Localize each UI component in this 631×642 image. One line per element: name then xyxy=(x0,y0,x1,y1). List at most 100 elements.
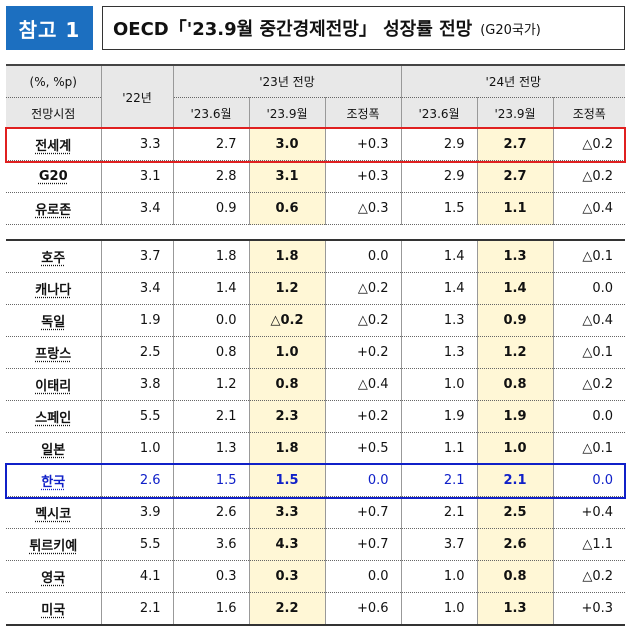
table-row: 일본 1.0 1.3 1.8 +0.5 1.1 1.0 △0.1 xyxy=(6,432,626,465)
row-name: 전세계 xyxy=(6,128,101,161)
value-23-adj: △0.4 xyxy=(324,368,402,401)
col-header-24-jun: '23.6월 xyxy=(400,97,478,129)
value-24-adj: △0.2 xyxy=(552,128,626,161)
value-23-jun: 1.6 xyxy=(172,592,249,626)
value-23-sep: 3.1 xyxy=(248,160,325,193)
value-24-adj: 0.0 xyxy=(552,272,626,305)
value-23-adj: +0.3 xyxy=(324,128,402,161)
row-name: 영국 xyxy=(6,560,101,593)
value-23-sep: 1.8 xyxy=(248,240,325,273)
value-23-sep: 3.3 xyxy=(248,496,325,529)
group-header-24: '24년 전망 xyxy=(400,64,626,98)
table-row: G20 3.1 2.8 3.1 +0.3 2.9 2.7 △0.2 xyxy=(6,160,626,193)
value-23-sep: 1.5 xyxy=(248,464,325,497)
value-24-jun: 1.3 xyxy=(400,336,478,369)
value-24-sep: 0.8 xyxy=(476,368,554,401)
value-24-sep: 1.2 xyxy=(476,336,554,369)
page-title: OECD「'23.9월 중간경제전망」 성장률 전망 xyxy=(113,19,473,40)
table-row: 프랑스 2.5 0.8 1.0 +0.2 1.3 1.2 △0.1 xyxy=(6,336,626,369)
value-24-sep: 2.7 xyxy=(476,128,554,161)
aggregate-rows: 전세계 3.3 2.7 3.0 +0.3 2.9 2.7 △0.2 G20 3.1 2.8 3.1 +0… xyxy=(6,128,626,225)
value-23-sep: 0.3 xyxy=(248,560,325,593)
table-row: 멕시코 3.9 2.6 3.3 +0.7 2.1 2.5 +0.4 xyxy=(6,496,626,529)
value-23-sep: 1.2 xyxy=(248,272,325,305)
row-name: 캐나다 xyxy=(6,272,101,305)
value-22: 4.1 xyxy=(100,560,173,593)
country-rows: 호주 3.7 1.8 1.8 0.0 1.4 1.3 △0.1 캐나다 3.4 1.4 1.2 △0.2… xyxy=(6,240,626,626)
value-24-adj: △0.2 xyxy=(552,560,626,593)
value-23-jun: 2.7 xyxy=(172,128,249,161)
value-24-adj: △0.2 xyxy=(552,160,626,193)
table-row: 영국 4.1 0.3 0.3 0.0 1.0 0.8 △0.2 xyxy=(6,560,626,593)
value-24-sep: 1.3 xyxy=(476,240,554,273)
value-24-adj: +0.3 xyxy=(552,592,626,626)
table-row: 튀르키예 5.5 3.6 4.3 +0.7 3.7 2.6 △1.1 xyxy=(6,528,626,561)
value-24-jun: 2.9 xyxy=(400,128,478,161)
value-23-sep: 1.0 xyxy=(248,336,325,369)
row-name: 멕시코 xyxy=(6,496,101,529)
row-name: 한국 xyxy=(6,464,101,497)
value-24-jun: 1.3 xyxy=(400,304,478,337)
table-row: 유로존 3.4 0.9 0.6 △0.3 1.5 1.1 △0.4 xyxy=(6,192,626,225)
value-23-jun: 1.3 xyxy=(172,432,249,465)
row-name: 스페인 xyxy=(6,400,101,433)
value-23-sep: 2.3 xyxy=(248,400,325,433)
value-23-sep: △0.2 xyxy=(248,304,325,337)
table-row: 스페인 5.5 2.1 2.3 +0.2 1.9 1.9 0.0 xyxy=(6,400,626,433)
value-24-jun: 2.1 xyxy=(400,464,478,497)
value-24-adj: △0.1 xyxy=(552,432,626,465)
value-24-adj: △0.2 xyxy=(552,368,626,401)
col-header-23-adj: 조정폭 xyxy=(324,97,402,129)
value-24-adj: 0.0 xyxy=(552,464,626,497)
table-row: 독일 1.9 0.0 △0.2 △0.2 1.3 0.9 △0.4 xyxy=(6,304,626,337)
value-24-adj: △0.4 xyxy=(552,304,626,337)
value-22: 5.5 xyxy=(100,528,173,561)
value-24-jun: 1.0 xyxy=(400,592,478,626)
row-name: 유로존 xyxy=(6,192,101,225)
value-24-jun: 2.9 xyxy=(400,160,478,193)
value-23-sep: 3.0 xyxy=(248,128,325,161)
table-row: 호주 3.7 1.8 1.8 0.0 1.4 1.3 △0.1 xyxy=(6,240,626,273)
value-24-adj: △1.1 xyxy=(552,528,626,561)
group-header-23: '23년 전망 xyxy=(172,64,402,98)
value-24-sep: 1.9 xyxy=(476,400,554,433)
value-24-jun: 1.4 xyxy=(400,272,478,305)
value-24-sep: 2.1 xyxy=(476,464,554,497)
value-24-sep: 1.1 xyxy=(476,192,554,225)
value-23-adj: +0.7 xyxy=(324,496,402,529)
value-22: 3.7 xyxy=(100,240,173,273)
value-23-jun: 0.8 xyxy=(172,336,249,369)
value-24-jun: 1.4 xyxy=(400,240,478,273)
value-23-adj: +0.7 xyxy=(324,528,402,561)
value-22: 3.3 xyxy=(100,128,173,161)
value-24-sep: 0.9 xyxy=(476,304,554,337)
value-24-sep: 2.7 xyxy=(476,160,554,193)
value-23-sep: 0.6 xyxy=(248,192,325,225)
row-name: 독일 xyxy=(6,304,101,337)
value-23-jun: 1.5 xyxy=(172,464,249,497)
row-name: 튀르키예 xyxy=(6,528,101,561)
row-name: 호주 xyxy=(6,240,101,273)
time-label: 전망시점 xyxy=(6,97,101,129)
header: 참고 1 OECD「'23.9월 중간경제전망」 성장률 전망 (G20국가) xyxy=(6,6,625,50)
value-24-jun: 1.5 xyxy=(400,192,478,225)
value-22: 2.6 xyxy=(100,464,173,497)
table-row: 이태리 3.8 1.2 0.8 △0.4 1.0 0.8 △0.2 xyxy=(6,368,626,401)
value-24-sep: 1.3 xyxy=(476,592,554,626)
value-24-sep: 1.0 xyxy=(476,432,554,465)
value-23-adj: △0.3 xyxy=(324,192,402,225)
value-24-jun: 1.0 xyxy=(400,560,478,593)
col-header-23-jun: '23.6월 xyxy=(172,97,249,129)
value-22: 2.1 xyxy=(100,592,173,626)
value-22: 3.4 xyxy=(100,272,173,305)
value-22: 3.8 xyxy=(100,368,173,401)
value-23-jun: 0.9 xyxy=(172,192,249,225)
value-23-sep: 0.8 xyxy=(248,368,325,401)
value-24-adj: +0.4 xyxy=(552,496,626,529)
value-22: 1.0 xyxy=(100,432,173,465)
value-22: 5.5 xyxy=(100,400,173,433)
title-box: OECD「'23.9월 중간경제전망」 성장률 전망 (G20국가) xyxy=(102,6,625,50)
table-row: 전세계 3.3 2.7 3.0 +0.3 2.9 2.7 △0.2 xyxy=(6,128,626,161)
value-24-adj: △0.1 xyxy=(552,240,626,273)
col-header-22: '22년 xyxy=(100,64,173,129)
